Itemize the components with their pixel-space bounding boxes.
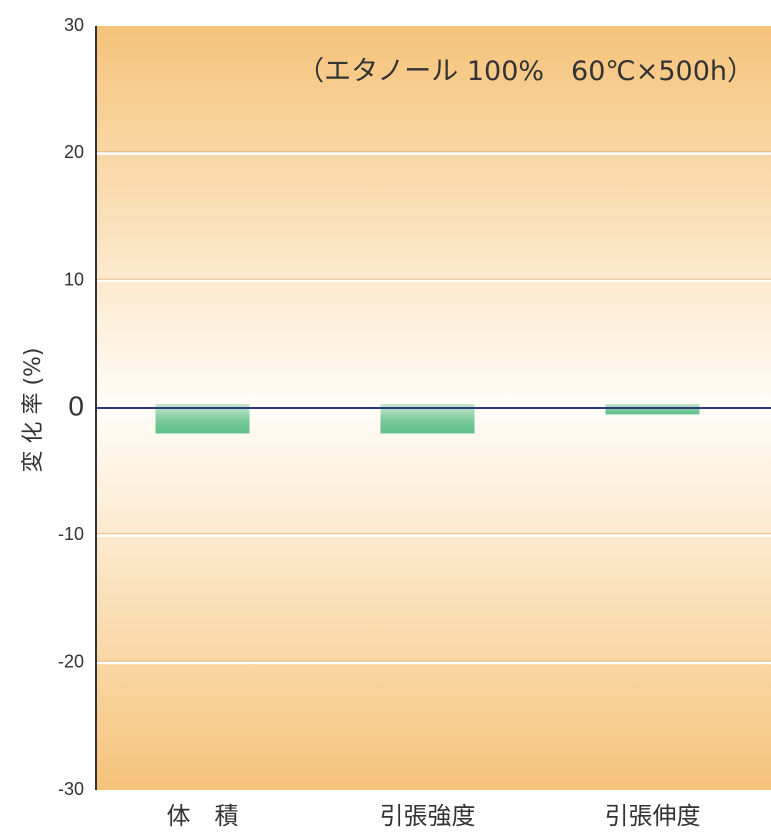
y-tick-labels: -30 -20 -10 0 10 20 30: [58, 15, 84, 799]
category-label: 引張伸度: [605, 802, 701, 830]
y-tick-label: 0: [68, 390, 84, 421]
y-tick-label: -30: [58, 779, 84, 799]
gridlines: [96, 151, 771, 665]
y-tick-label: -10: [58, 524, 84, 544]
y-axis-label: 変 化 率 (%): [21, 347, 46, 472]
y-tick-label: -20: [58, 651, 84, 671]
bar: [605, 404, 700, 415]
category-label: 体 積: [167, 802, 239, 830]
y-tick-label: 20: [64, 142, 84, 162]
category-labels: 体 積 引張強度 引張伸度: [167, 802, 701, 830]
y-tick-label: 30: [64, 15, 84, 35]
chart-annotation: （エタノール 100% 60℃×500h）: [297, 56, 754, 87]
category-label: 引張強度: [380, 802, 476, 830]
y-tick-label: 10: [64, 269, 84, 289]
